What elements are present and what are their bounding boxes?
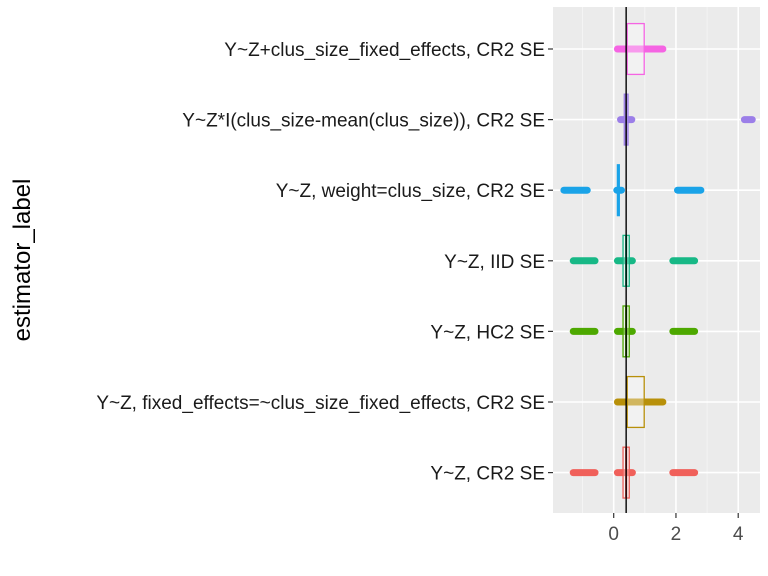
category-label: Y~Z+clus_size_fixed_effects, CR2 SE xyxy=(224,40,545,61)
x-tick-label: 4 xyxy=(733,524,744,545)
category-label: Y~Z*I(clus_size-mean(clus_size)), CR2 SE xyxy=(182,111,545,132)
category-label: Y~Z, CR2 SE xyxy=(430,464,545,485)
category-label: Y~Z, fixed_effects=~clus_size_fixed_effe… xyxy=(96,393,545,414)
y-axis-title: estimator_label xyxy=(9,179,36,342)
box xyxy=(626,375,645,429)
x-tick-label: 0 xyxy=(608,524,619,545)
category-label: Y~Z, IID SE xyxy=(444,252,545,273)
category-label: Y~Z, HC2 SE xyxy=(430,322,545,343)
box xyxy=(626,22,645,76)
x-tick-label: 2 xyxy=(671,524,682,545)
category-label: Y~Z, weight=clus_size, CR2 SE xyxy=(276,181,545,202)
